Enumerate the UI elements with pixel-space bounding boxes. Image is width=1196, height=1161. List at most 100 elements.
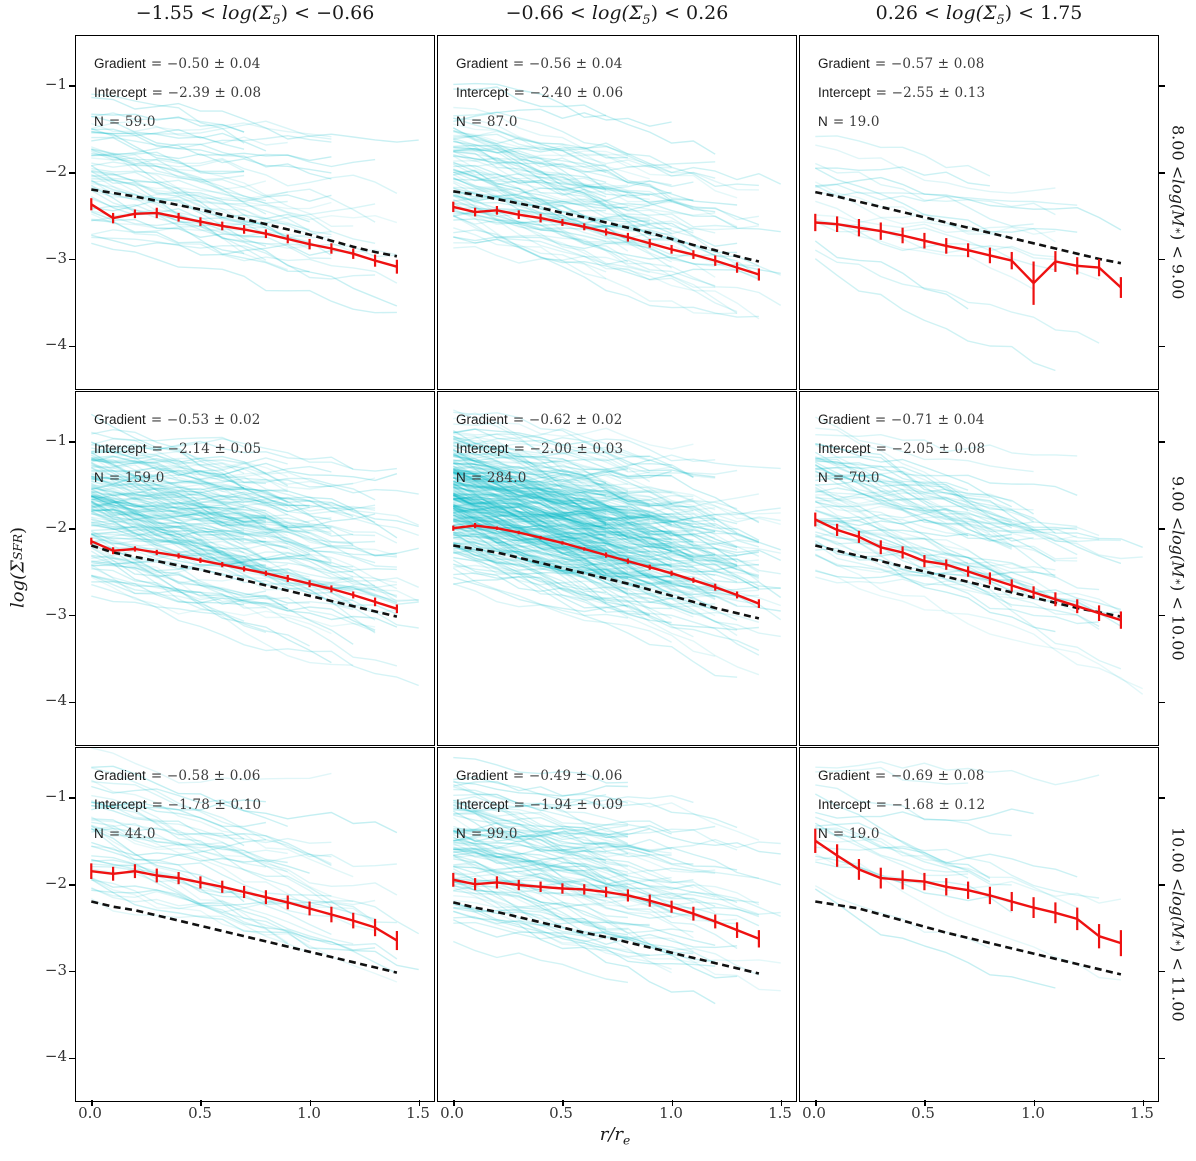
intercept-annotation: Intercept [818, 441, 871, 456]
plot-area [90, 748, 420, 983]
y-tick-label: −2 [44, 162, 67, 180]
intercept-annotation: Intercept [94, 441, 147, 456]
plot-area [452, 409, 782, 678]
intercept-annotation: Intercept [94, 797, 147, 812]
tick-mark [1159, 345, 1165, 348]
tick-mark [1159, 1057, 1165, 1060]
count-annotation: N [456, 114, 466, 129]
tick-mark [69, 528, 75, 530]
plot-area [814, 416, 1144, 695]
x-axis-label: r/re [599, 1124, 631, 1148]
panel-r1c0: Gradient = −0.53 ± 0.02 Intercept = −2.1… [75, 391, 435, 746]
column-title-sigma5-mid: −0.66 < log(Σ5) < 0.26 [505, 2, 729, 28]
plot-area [814, 761, 1122, 989]
y-tick-label: −1 [44, 431, 67, 449]
count-annotation: N [456, 470, 466, 485]
tick-mark [69, 970, 75, 973]
x-tick-label: 0.0 [440, 1104, 464, 1122]
tick-mark [1159, 258, 1165, 261]
x-tick-label: 0.0 [78, 1104, 102, 1122]
count-annotation: N [818, 826, 828, 841]
tick-mark [69, 85, 75, 87]
gradient-annotation: Gradient [94, 56, 146, 71]
tick-mark [780, 1100, 783, 1106]
tick-mark [1159, 614, 1165, 617]
intercept-annotation: Intercept [818, 797, 871, 812]
tick-mark [562, 1100, 564, 1106]
x-tick-label: 1.0 [297, 1104, 321, 1122]
x-tick-label: 1.0 [659, 1104, 683, 1122]
panel-r0c1: Gradient = −0.56 ± 0.04 Intercept = −2.4… [437, 35, 797, 390]
y-tick-label: −4 [44, 335, 67, 353]
intercept-annotation: Intercept [456, 85, 509, 100]
count-annotation: N [818, 470, 828, 485]
gradient-annotation: Gradient [456, 768, 508, 783]
plot-area [90, 93, 419, 314]
panel-annotations: Gradient = −0.56 ± 0.04 Intercept = −2.4… [456, 56, 624, 130]
panel-r0c0: Gradient = −0.50 ± 0.04 Intercept = −2.3… [75, 35, 435, 390]
count-annotation: N [94, 114, 104, 129]
x-tick-label: 0.5 [911, 1104, 935, 1122]
y-tick-label: −3 [44, 249, 67, 267]
tick-mark [1159, 884, 1165, 886]
count-annotation: N [94, 826, 104, 841]
tick-mark [1033, 1100, 1035, 1106]
x-tick-label: 0.5 [549, 1104, 573, 1122]
column-title-sigma5-low: −1.55 < log(Σ5) < −0.66 [135, 2, 375, 28]
row-title-mass-high: 10.00 < log(M ∗) < 11.00 [1168, 827, 1188, 1022]
gradient-annotation: Gradient [94, 412, 146, 427]
tick-mark [69, 258, 75, 261]
tick-mark [69, 614, 75, 617]
tick-mark [1159, 701, 1165, 704]
panel-annotations: Gradient = −0.50 ± 0.04 Intercept = −2.3… [94, 56, 262, 130]
tick-mark [453, 1100, 455, 1106]
tick-mark [1159, 797, 1165, 799]
x-tick-label: 1.5 [768, 1104, 792, 1122]
row-title-mass-low: 8.00 < log(M ∗) < 9.00 [1168, 125, 1188, 300]
intercept-annotation: Intercept [94, 85, 147, 100]
panel-annotations: Gradient = −0.57 ± 0.08 Intercept = −2.5… [818, 56, 986, 130]
tick-mark [418, 1100, 421, 1106]
tick-mark [69, 172, 75, 174]
tick-mark [69, 1057, 75, 1060]
tick-mark [1159, 172, 1165, 174]
panel-annotations: Gradient = −0.62 ± 0.02 Intercept = −2.0… [456, 412, 624, 486]
count-annotation: N [818, 114, 828, 129]
tick-mark [1142, 1100, 1145, 1106]
gradient-annotation: Gradient [456, 56, 508, 71]
panel-r2c1: Gradient = −0.49 ± 0.06 Intercept = −1.9… [437, 747, 797, 1102]
x-tick-label: 1.0 [1021, 1104, 1045, 1122]
panel-annotations: Gradient = −0.69 ± 0.08 Intercept = −1.6… [818, 768, 986, 842]
y-tick-label: −2 [44, 874, 67, 892]
plot-area [452, 756, 781, 1005]
y-tick-label: −1 [44, 787, 67, 805]
panel-annotations: Gradient = −0.53 ± 0.02 Intercept = −2.1… [94, 412, 262, 486]
count-annotation: N [456, 826, 466, 841]
panel-annotations: Gradient = −0.58 ± 0.06 Intercept = −1.7… [94, 768, 262, 842]
column-title-sigma5-high: 0.26 < log(Σ5) < 1.75 [875, 2, 1083, 28]
tick-mark [1159, 85, 1165, 87]
panel-r1c2: Gradient = −0.71 ± 0.04 Intercept = −2.0… [799, 391, 1159, 746]
y-tick-label: −4 [44, 1047, 67, 1065]
x-tick-label: 0.5 [188, 1104, 212, 1122]
panel-annotations: Gradient = −0.49 ± 0.06 Intercept = −1.9… [456, 768, 624, 842]
panel-annotations: Gradient = −0.71 ± 0.04 Intercept = −2.0… [818, 412, 986, 486]
gradient-annotation: Gradient [456, 412, 508, 427]
x-tick-label: 1.5 [406, 1104, 430, 1122]
x-tick-label: 0.0 [802, 1104, 826, 1122]
plot-area [90, 413, 420, 687]
tick-mark [69, 441, 75, 443]
panel-r2c2: Gradient = −0.69 ± 0.08 Intercept = −1.6… [799, 747, 1159, 1102]
tick-mark [91, 1100, 93, 1106]
y-tick-label: −4 [44, 691, 67, 709]
y-tick-label: −3 [44, 961, 67, 979]
tick-mark [1159, 970, 1165, 973]
y-axis-label: log(Σ SFR) [7, 527, 29, 608]
tick-mark [69, 345, 75, 348]
y-tick-label: −1 [44, 75, 67, 93]
intercept-annotation: Intercept [818, 85, 871, 100]
tick-mark [69, 701, 75, 704]
tick-mark [671, 1100, 673, 1106]
tick-mark [309, 1100, 311, 1106]
